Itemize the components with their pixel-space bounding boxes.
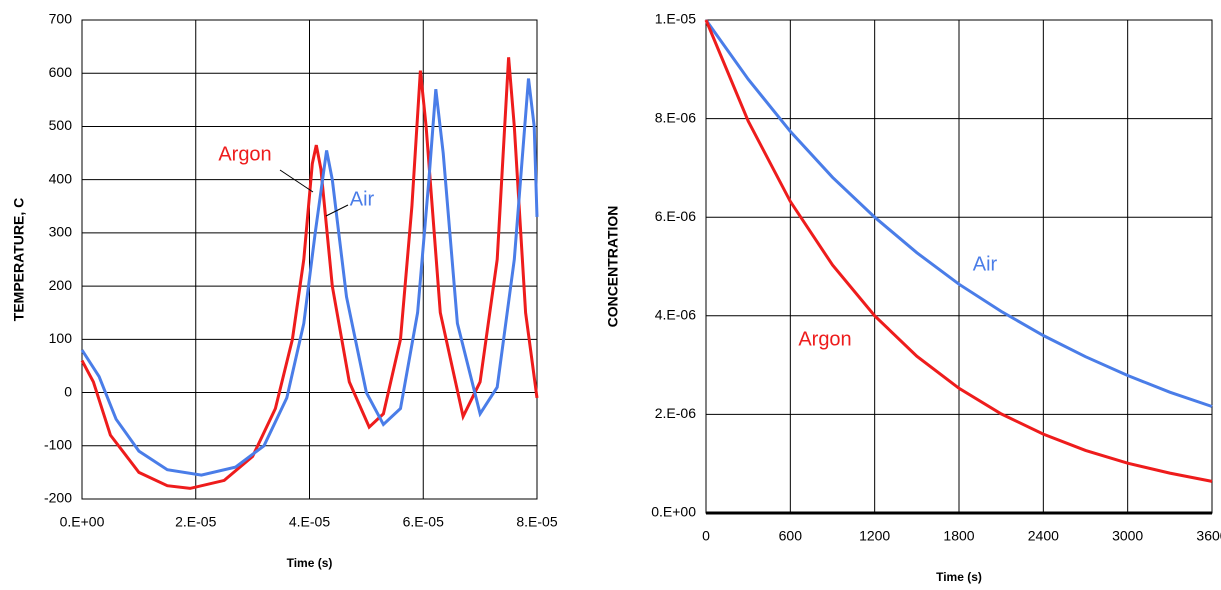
x-tick-label: 8.E-05 <box>516 514 557 530</box>
x-axis-label: Time (s) <box>936 570 982 584</box>
x-tick-label: 600 <box>779 528 803 544</box>
annotation: Air <box>350 188 375 210</box>
x-tick-label: 3600 <box>1196 528 1221 544</box>
x-tick-label: 4.E-05 <box>289 514 330 530</box>
leader-line <box>325 204 349 217</box>
x-tick-label: 3000 <box>1112 528 1143 544</box>
y-tick-label: 700 <box>49 11 73 27</box>
y-axis-label: TEMPERATURE, C <box>11 198 27 321</box>
annotation: Argon <box>798 328 851 350</box>
y-tick-label: 1.E-05 <box>655 11 696 27</box>
x-tick-label: 2400 <box>1028 528 1059 544</box>
series-line <box>704 19 1213 483</box>
y-tick-label: 8.E-06 <box>655 109 696 125</box>
y-tick-label: 2.E-06 <box>655 405 696 421</box>
x-tick-label: 0 <box>702 528 710 544</box>
y-tick-label: 300 <box>49 224 73 240</box>
y-tick-label: 100 <box>49 330 73 346</box>
x-tick-label: 2.E-05 <box>175 514 216 530</box>
annotation: Air <box>973 253 998 275</box>
x-axis-label: Time (s) <box>287 556 333 570</box>
y-axis-label: CONCENTRATION <box>605 206 621 328</box>
leader-line <box>279 169 314 193</box>
x-tick-label: 1200 <box>859 528 890 544</box>
y-tick-label: -200 <box>44 490 72 506</box>
y-tick-label: 0.E+00 <box>651 504 696 520</box>
x-tick-label: 1800 <box>943 528 974 544</box>
y-tick-label: 0 <box>64 383 72 399</box>
series-line <box>704 19 1213 408</box>
y-tick-label: 6.E-06 <box>655 208 696 224</box>
annotation: Argon <box>218 143 271 165</box>
y-tick-label: 600 <box>49 64 73 80</box>
y-tick-label: 500 <box>49 117 73 133</box>
y-tick-label: 200 <box>49 277 73 293</box>
x-tick-label: 0.E+00 <box>60 514 105 530</box>
y-tick-label: 4.E-06 <box>655 307 696 323</box>
y-tick-label: 400 <box>49 170 73 186</box>
x-tick-label: 6.E-05 <box>403 514 444 530</box>
series-line <box>80 57 539 490</box>
series-line <box>80 78 539 477</box>
y-tick-label: -100 <box>44 436 72 452</box>
